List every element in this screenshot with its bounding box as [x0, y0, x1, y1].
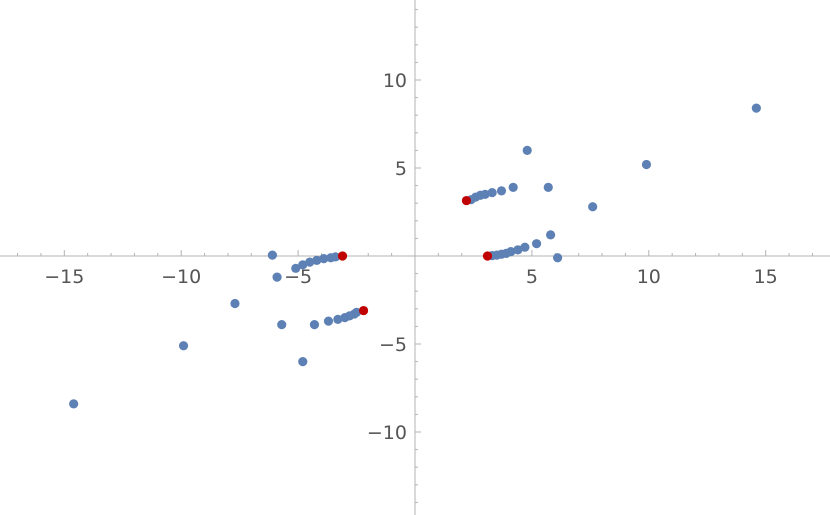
data-point	[546, 230, 556, 240]
y-axis-ticks: −10 −5 5 10	[367, 9, 421, 503]
data-point	[496, 186, 507, 196]
data-point	[333, 314, 343, 324]
data-point	[487, 188, 497, 198]
data-point	[178, 341, 189, 351]
x-tick-label: −5	[284, 266, 312, 288]
data-point	[543, 182, 553, 192]
data-point	[272, 272, 282, 282]
data-point	[298, 260, 308, 270]
x-tick-label: 5	[526, 266, 538, 288]
x-tick-label: 15	[754, 266, 778, 288]
x-tick-label: −15	[44, 266, 84, 288]
data-points	[69, 103, 761, 409]
data-point	[305, 257, 315, 267]
data-point	[513, 245, 523, 255]
data-point	[309, 320, 320, 330]
x-tick-label: 10	[637, 266, 661, 288]
data-point	[531, 239, 542, 249]
data-point	[522, 145, 532, 155]
highlighted-point	[358, 305, 369, 316]
data-point	[323, 316, 334, 326]
y-tick-label: 5	[395, 158, 407, 180]
data-point	[330, 252, 341, 262]
highlighted-point	[337, 251, 348, 261]
data-point	[641, 159, 652, 170]
data-point	[588, 202, 598, 212]
y-tick-label: −10	[367, 422, 407, 444]
data-point	[520, 242, 530, 252]
data-point	[298, 357, 308, 367]
data-point	[751, 103, 761, 113]
y-tick-label: 10	[383, 70, 407, 92]
data-point	[351, 307, 362, 317]
data-point	[230, 298, 240, 309]
data-point	[312, 255, 322, 265]
y-tick-label: −5	[379, 334, 407, 356]
highlighted-point	[461, 195, 472, 206]
data-point	[553, 253, 563, 263]
data-point	[508, 182, 518, 192]
data-point	[69, 399, 79, 409]
data-point	[277, 320, 287, 330]
highlighted-point	[482, 251, 493, 261]
data-point	[319, 254, 329, 264]
data-point	[291, 263, 301, 273]
data-point	[267, 250, 277, 260]
x-tick-label: −10	[161, 266, 201, 288]
